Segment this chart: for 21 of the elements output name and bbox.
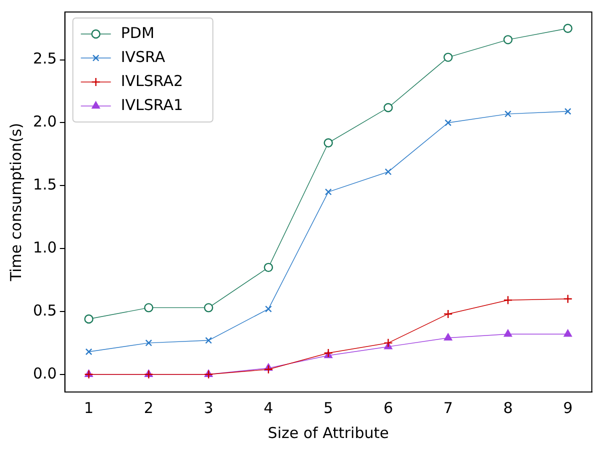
y-tick-label: 2.5 [32, 50, 57, 68]
x-tick-label: 5 [324, 398, 334, 417]
x-axis-title: Size of Attribute [268, 424, 389, 442]
x-tick-label: 9 [563, 398, 573, 417]
y-axis-title: Time consumption(s) [6, 122, 25, 282]
y-tick-label: 2.0 [32, 112, 57, 131]
y-tick-label: 0.0 [32, 364, 57, 382]
x-tick-label: 3 [204, 398, 214, 417]
x-tick-label: 1 [84, 398, 94, 417]
legend-label: IVSRA [120, 48, 166, 66]
y-tick-label: 0.5 [32, 301, 57, 320]
legend-label: IVLSRA2 [120, 72, 184, 90]
legend-label: PDM [120, 24, 154, 42]
x-tick-label: 7 [443, 398, 453, 417]
y-tick-label: 1.5 [32, 176, 57, 194]
legend-label: IVLSRA1 [120, 96, 184, 114]
x-tick-label: 6 [383, 398, 393, 417]
x-tick-label: 2 [144, 398, 154, 417]
x-tick-label: 4 [264, 398, 274, 417]
x-tick-label: 8 [503, 398, 513, 417]
y-tick-label: 1.0 [32, 238, 57, 256]
